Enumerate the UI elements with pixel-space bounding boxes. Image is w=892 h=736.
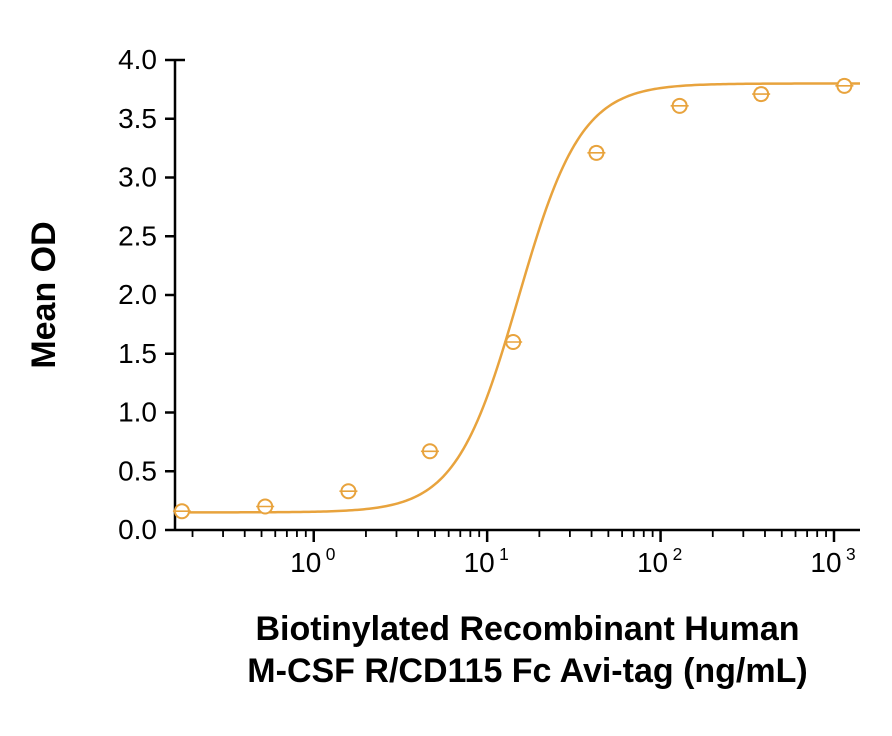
svg-text:10: 10 [464, 547, 495, 578]
dose-response-chart: 0.00.51.01.52.02.53.03.54.0100101102103M… [0, 0, 892, 736]
y-tick-label: 1.5 [118, 338, 157, 369]
y-axis-label: Mean OD [25, 221, 63, 368]
svg-text:0: 0 [326, 544, 336, 564]
chart-svg: 0.00.51.01.52.02.53.03.54.0100101102103M… [0, 0, 892, 736]
y-tick-label: 0.5 [118, 455, 157, 486]
y-tick-label: 2.5 [118, 220, 157, 251]
svg-text:10: 10 [290, 547, 321, 578]
x-axis-label-line2: M-CSF R/CD115 Fc Avi-tag (ng/mL) [247, 652, 807, 690]
y-tick-label: 4.0 [118, 44, 157, 75]
svg-text:10: 10 [637, 547, 668, 578]
y-tick-label: 2.0 [118, 279, 157, 310]
y-tick-label: 1.0 [118, 397, 157, 428]
y-tick-label: 0.0 [118, 514, 157, 545]
x-axis-label-line1: Biotinylated Recombinant Human [255, 610, 799, 648]
svg-text:2: 2 [673, 544, 683, 564]
svg-text:3: 3 [846, 544, 856, 564]
y-tick-label: 3.0 [118, 162, 157, 193]
svg-text:1: 1 [499, 544, 509, 564]
svg-text:10: 10 [810, 547, 841, 578]
y-tick-label: 3.5 [118, 103, 157, 134]
